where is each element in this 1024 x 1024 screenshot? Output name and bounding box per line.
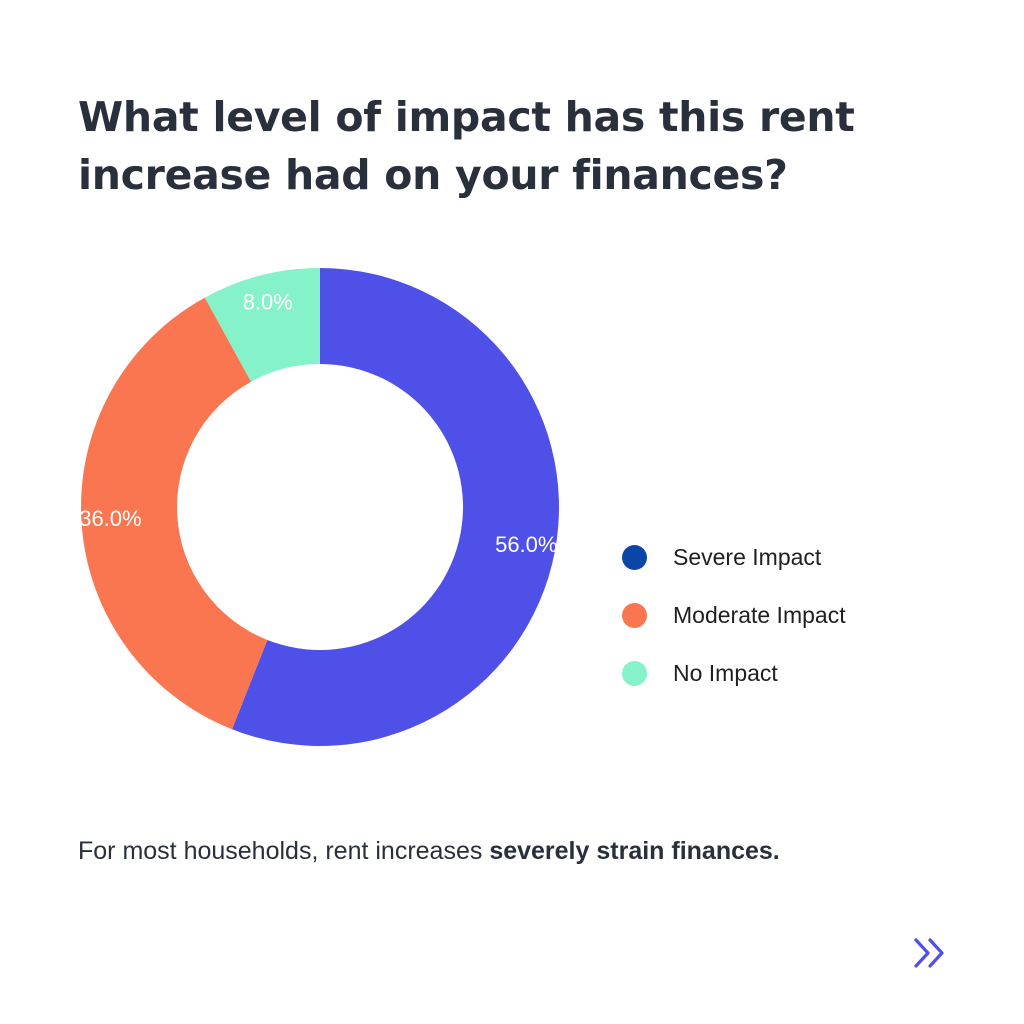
chart-legend: Severe Impact Moderate Impact No Impact (622, 528, 846, 702)
legend-item-severe: Severe Impact (622, 528, 846, 586)
legend-item-moderate: Moderate Impact (622, 586, 846, 644)
legend-swatch-moderate (622, 602, 647, 628)
legend-item-none: No Impact (622, 644, 846, 702)
caption-text: For most households, rent increases (78, 837, 490, 865)
legend-swatch-severe (622, 544, 647, 570)
caption-emphasis: severely strain finances. (489, 837, 780, 865)
legend-label-none: No Impact (673, 659, 778, 686)
legend-label-severe: Severe Impact (673, 543, 822, 570)
legend-label-moderate: Moderate Impact (673, 601, 846, 628)
chart-caption: For most households, rent increases seve… (78, 837, 780, 866)
donut-slices (81, 268, 560, 746)
donut-slice-none (204, 268, 320, 382)
donut-slice-moderate (81, 297, 268, 730)
donut-slice-labels: 56.0% 36.0% 8.0% (79, 289, 557, 557)
slice-label-moderate: 36.0% (79, 506, 141, 531)
chart-title: What level of impact has this rent incre… (78, 93, 855, 199)
slice-label-severe: 56.0% (495, 532, 557, 557)
legend-swatch-none (622, 660, 647, 686)
double-chevron-right-icon[interactable] (912, 936, 948, 970)
donut-slice-severe (232, 268, 560, 746)
slice-label-none: 8.0% (243, 289, 293, 314)
